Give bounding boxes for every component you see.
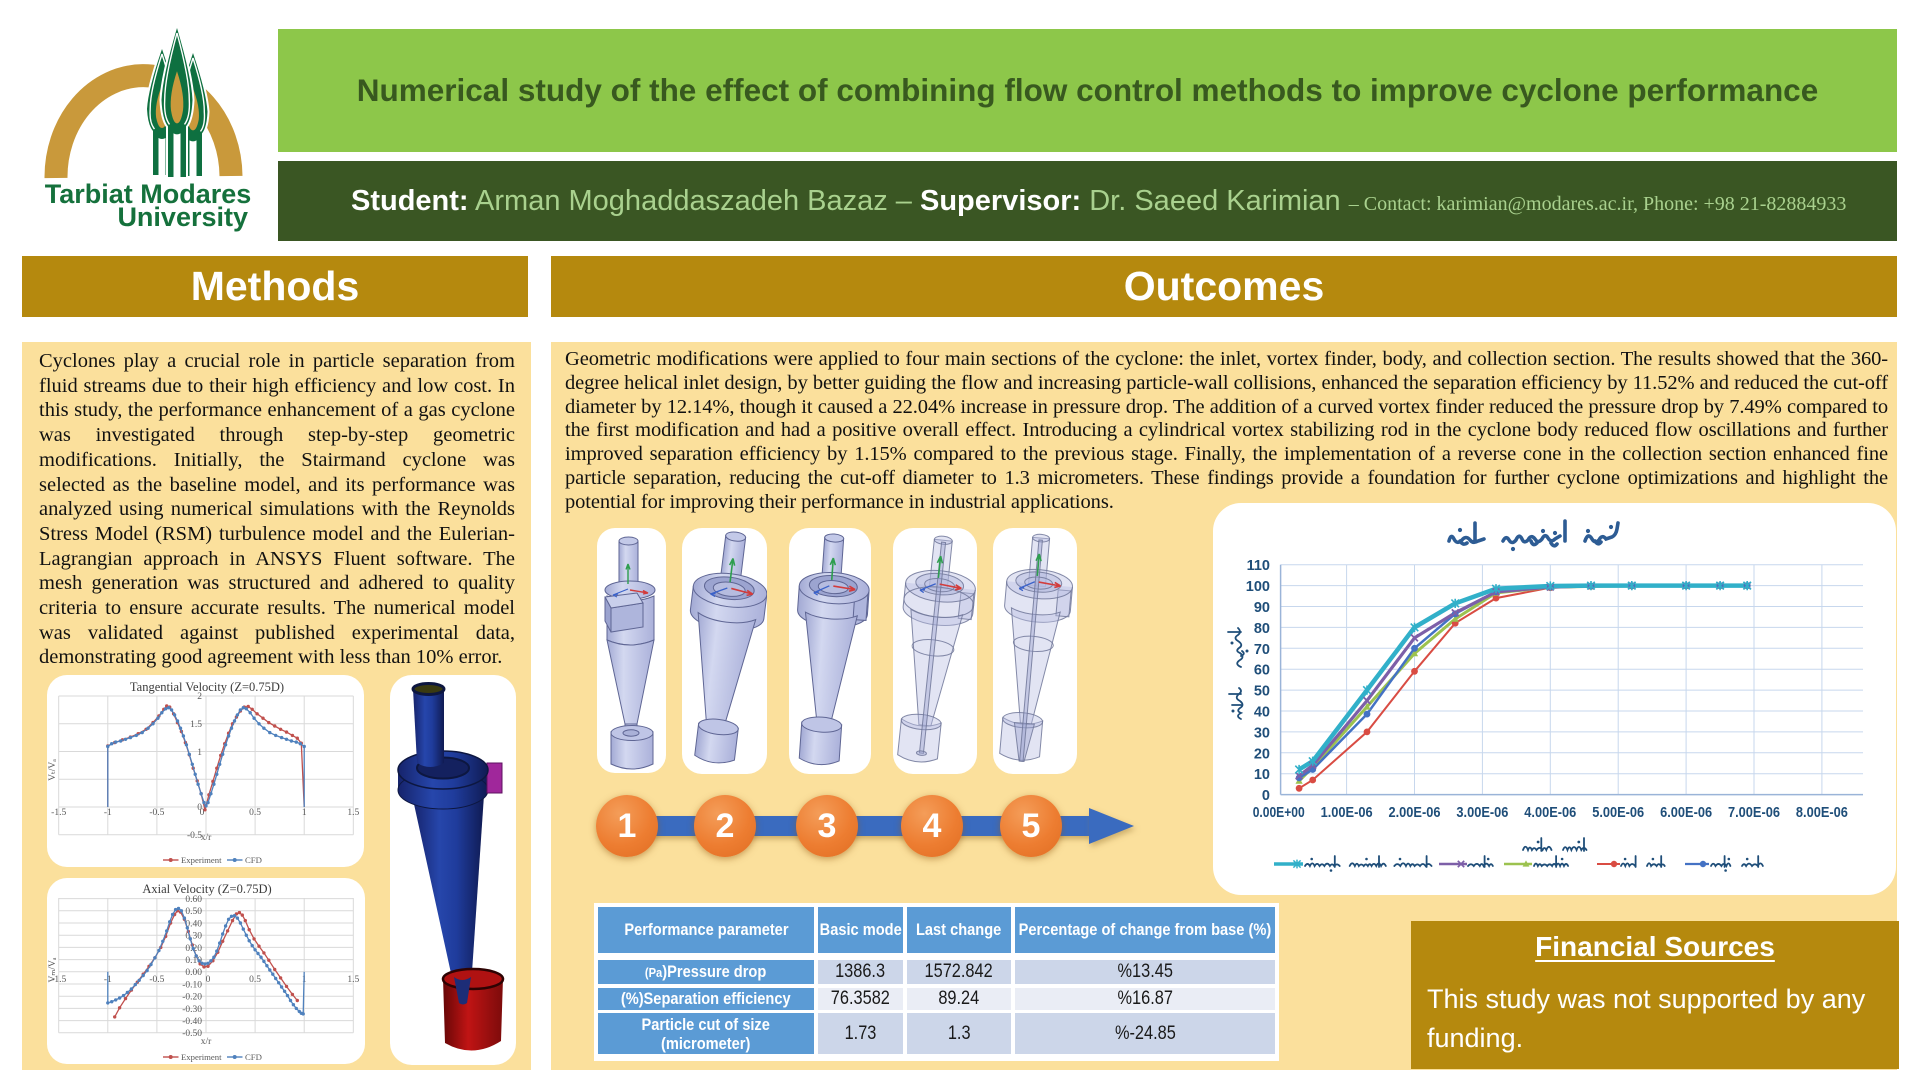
svg-text:0.30: 0.30 [185, 932, 202, 942]
svg-text:Tarbiat Modares: Tarbiat Modares [45, 179, 252, 209]
svg-text:0: 0 [206, 975, 211, 985]
svg-text:0.10: 0.10 [185, 956, 202, 966]
svg-text:0: 0 [200, 808, 205, 818]
svg-text:-0.40: -0.40 [182, 1017, 202, 1027]
svg-text:10: 10 [1254, 767, 1270, 783]
svg-text:90: 90 [1254, 600, 1270, 616]
svg-text:0.00E+00: 0.00E+00 [1253, 804, 1305, 821]
svg-text:7.00E-06: 7.00E-06 [1728, 804, 1780, 821]
svg-text:4.00E-06: 4.00E-06 [1524, 804, 1576, 821]
svg-text:University: University [117, 202, 248, 232]
svg-text:-0.50: -0.50 [182, 1029, 202, 1039]
svg-text:1.5: 1.5 [347, 808, 359, 818]
svg-text:x/r: x/r [201, 833, 212, 843]
svg-text:Axial Velocity (Z=0.75D): Axial Velocity (Z=0.75D) [142, 882, 271, 896]
svg-text:3.00E-06: 3.00E-06 [1456, 804, 1508, 821]
svg-text:0: 0 [1262, 788, 1270, 804]
svg-text:1.5: 1.5 [347, 975, 359, 985]
svg-text:-1.5: -1.5 [51, 808, 66, 818]
svg-text:1.00E-06: 1.00E-06 [1321, 804, 1373, 821]
svg-text:1.5: 1.5 [190, 720, 202, 730]
svg-text:-0.30: -0.30 [182, 1005, 202, 1015]
svg-text:100: 100 [1246, 579, 1270, 595]
svg-text:-0.5: -0.5 [149, 808, 164, 818]
svg-text:CFD: CFD [245, 1052, 262, 1062]
svg-text:110: 110 [1247, 558, 1270, 574]
svg-text:50: 50 [1254, 684, 1270, 700]
svg-text:Experiment: Experiment [181, 855, 222, 865]
svg-text:Experiment: Experiment [181, 1052, 222, 1062]
svg-text:-1: -1 [104, 808, 112, 818]
svg-text:CFD: CFD [245, 855, 262, 865]
svg-text:x/r: x/r [201, 1037, 212, 1047]
svg-text:80: 80 [1254, 621, 1270, 637]
svg-text:Vₜ/Vₐ: Vₜ/Vₐ [48, 759, 58, 781]
svg-text:0.5: 0.5 [249, 808, 261, 818]
svg-text:0.5: 0.5 [249, 975, 261, 985]
svg-text:-0.10: -0.10 [182, 980, 202, 990]
svg-text:0.00: 0.00 [185, 968, 202, 978]
svg-text:-1.5: -1.5 [51, 975, 66, 985]
svg-text:0.40: 0.40 [185, 919, 202, 929]
svg-text:Tangential Velocity (Z=0.75D): Tangential Velocity (Z=0.75D) [130, 680, 284, 694]
svg-text:70: 70 [1254, 642, 1270, 658]
svg-text:-0.5: -0.5 [149, 975, 164, 985]
svg-text:40: 40 [1254, 705, 1270, 721]
svg-text:Vₘ/Vₐ: Vₘ/Vₐ [48, 957, 58, 982]
svg-text:8.00E-06: 8.00E-06 [1796, 804, 1848, 821]
svg-text:2.00E-06: 2.00E-06 [1389, 804, 1441, 821]
svg-text:60: 60 [1254, 663, 1270, 679]
svg-text:1: 1 [302, 808, 307, 818]
svg-text:-0.20: -0.20 [182, 993, 202, 1003]
svg-text:2: 2 [197, 692, 202, 702]
svg-text:5.00E-06: 5.00E-06 [1592, 804, 1644, 821]
svg-text:30: 30 [1254, 725, 1270, 741]
svg-text:20: 20 [1254, 746, 1270, 762]
svg-text:0.60: 0.60 [185, 895, 202, 905]
svg-text:0.50: 0.50 [185, 907, 202, 917]
svg-text:-0.5: -0.5 [187, 831, 202, 841]
svg-text:0: 0 [197, 803, 202, 813]
svg-text:1: 1 [197, 748, 202, 758]
svg-text:6.00E-06: 6.00E-06 [1660, 804, 1712, 821]
